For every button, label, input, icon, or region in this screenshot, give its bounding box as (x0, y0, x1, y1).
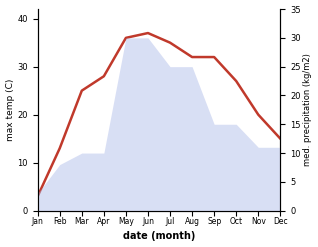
X-axis label: date (month): date (month) (123, 231, 195, 242)
Y-axis label: max temp (C): max temp (C) (5, 79, 15, 141)
Y-axis label: med. precipitation (kg/m2): med. precipitation (kg/m2) (303, 53, 313, 166)
